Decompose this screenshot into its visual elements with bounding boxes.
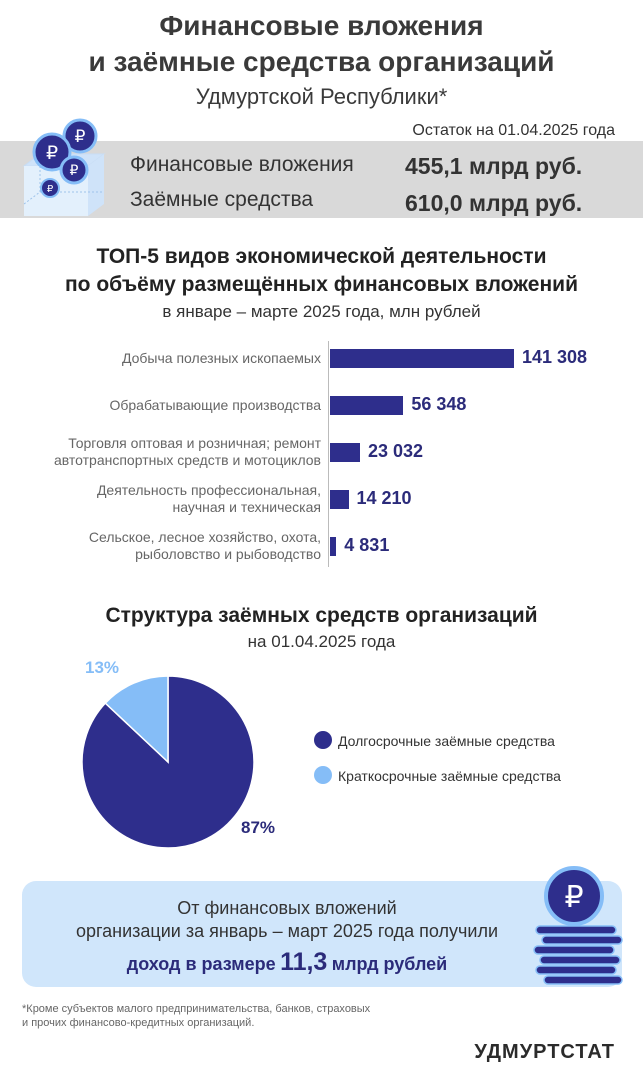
- bar-category-label-line: Обрабатывающие производства: [109, 396, 321, 413]
- bar-chart-axis: [328, 341, 329, 567]
- pie-chart: [81, 675, 255, 849]
- footnote-line2: и прочих финансово-кредитных организаций…: [22, 1017, 255, 1029]
- financial-investments-value: 455,1 млрд руб.: [405, 153, 583, 179]
- coin-symbol: ₽: [564, 880, 583, 915]
- income-note-line2: организации за январь – март 2025 года п…: [75, 921, 499, 941]
- bar-value-label-3: 23 032: [367, 441, 424, 461]
- loans-title: Структура заёмных средств организаций: [105, 604, 538, 627]
- bar-3: [330, 443, 360, 462]
- pie-label-short: 13%: [85, 658, 120, 677]
- financial-investments-label: Финансовые вложения: [130, 153, 354, 176]
- page-title-line1: Финансовые вложения: [159, 10, 484, 41]
- bar-category-label-line: Сельское, лесное хозяйство, охота,: [88, 529, 321, 545]
- bar-category-label-5: Сельское, лесное хозяйство, охота, рыболо…: [21, 529, 321, 563]
- bar-4: [330, 490, 349, 509]
- summary-band: [0, 141, 643, 218]
- bar-value-label-1: 141 308: [522, 347, 588, 367]
- bar-category-label-line: Деятельность профессиональная,: [96, 482, 321, 498]
- bar-category-label-1: Добыча полезных ископаемых: [21, 350, 321, 367]
- bar-category-label-line: Торговля оптовая и розничная; ремонт: [68, 435, 321, 451]
- loans-subtitle: на 01.04.2025 года: [247, 632, 396, 651]
- footnote-line1: *Кроме субъектов малого предпринимательс…: [22, 1003, 371, 1015]
- top5-title-line2: по объёму размещённых финансовых вложени…: [65, 273, 578, 296]
- bar-value-label-4: 14 210: [356, 488, 412, 508]
- legend-swatch-short: [314, 766, 332, 784]
- top5-subtitle: в январе – марте 2025 года, млн рублей: [162, 302, 481, 321]
- coins-box-icon: ₽ ₽ ₽ ₽: [22, 118, 106, 216]
- bar-value-label-5: 4 831: [344, 535, 390, 555]
- bar-category-label-line: научная и техническая: [172, 499, 321, 515]
- bar-5: [330, 537, 337, 556]
- legend-swatch-long: [314, 731, 332, 749]
- pie-slice-short: [104, 675, 169, 764]
- bar-category-label-line: Добыча полезных ископаемых: [121, 349, 321, 366]
- income-suffix: млрд рублей: [331, 954, 448, 974]
- income-prefix: доход в размере: [126, 954, 276, 974]
- bar-chart: 141 308 Добыча полезных ископаемых 56 348 О…: [0, 0, 643, 562]
- coin-symbol: ₽: [70, 163, 79, 179]
- bar-2: [330, 396, 404, 415]
- brand-logo: УДМУРТСТАТ: [474, 1041, 615, 1063]
- income-note-strong: доход в размере 11,3 млрд рублей: [22, 948, 552, 977]
- coin-symbol: ₽: [75, 127, 86, 147]
- bar-value-label-2: 56 348: [411, 394, 467, 414]
- bar-category-label-2: Обрабатывающие производства: [21, 397, 321, 414]
- summary-as-of: Остаток на 01.04.2025 года: [412, 122, 615, 139]
- bar-category-label-line: рыболовство и рыбоводство: [135, 546, 321, 562]
- income-note-box: [22, 881, 622, 987]
- legend-label-short: Краткосрочные заёмные средства: [338, 768, 561, 784]
- bar-category-label-line: автотранспортных средств и мотоциклов: [53, 452, 321, 468]
- bar-1: [330, 349, 514, 368]
- borrowed-funds-value: 610,0 млрд руб.: [405, 190, 583, 216]
- page-title-region: Удмуртской Республики*: [195, 84, 448, 109]
- income-note-line1: От финансовых вложений: [177, 898, 397, 918]
- pie-label-long: 87%: [241, 818, 276, 837]
- coin-stack-icon: ₽: [533, 866, 623, 985]
- bar-category-label-4: Деятельность профессиональная, научная и …: [21, 482, 321, 516]
- legend-label-long: Долгосрочные заёмные средства: [338, 733, 555, 749]
- page-title-line2: и заёмные средства организаций: [88, 46, 555, 77]
- coin-symbol: ₽: [47, 184, 54, 195]
- top5-title-line1: ТОП-5 видов экономической деятельности: [96, 245, 547, 268]
- borrowed-funds-label: Заёмные средства: [130, 188, 314, 211]
- income-value: 11,3: [280, 948, 328, 976]
- coin-symbol: ₽: [46, 142, 58, 164]
- bar-category-label-3: Торговля оптовая и розничная; ремонт авто…: [21, 435, 321, 469]
